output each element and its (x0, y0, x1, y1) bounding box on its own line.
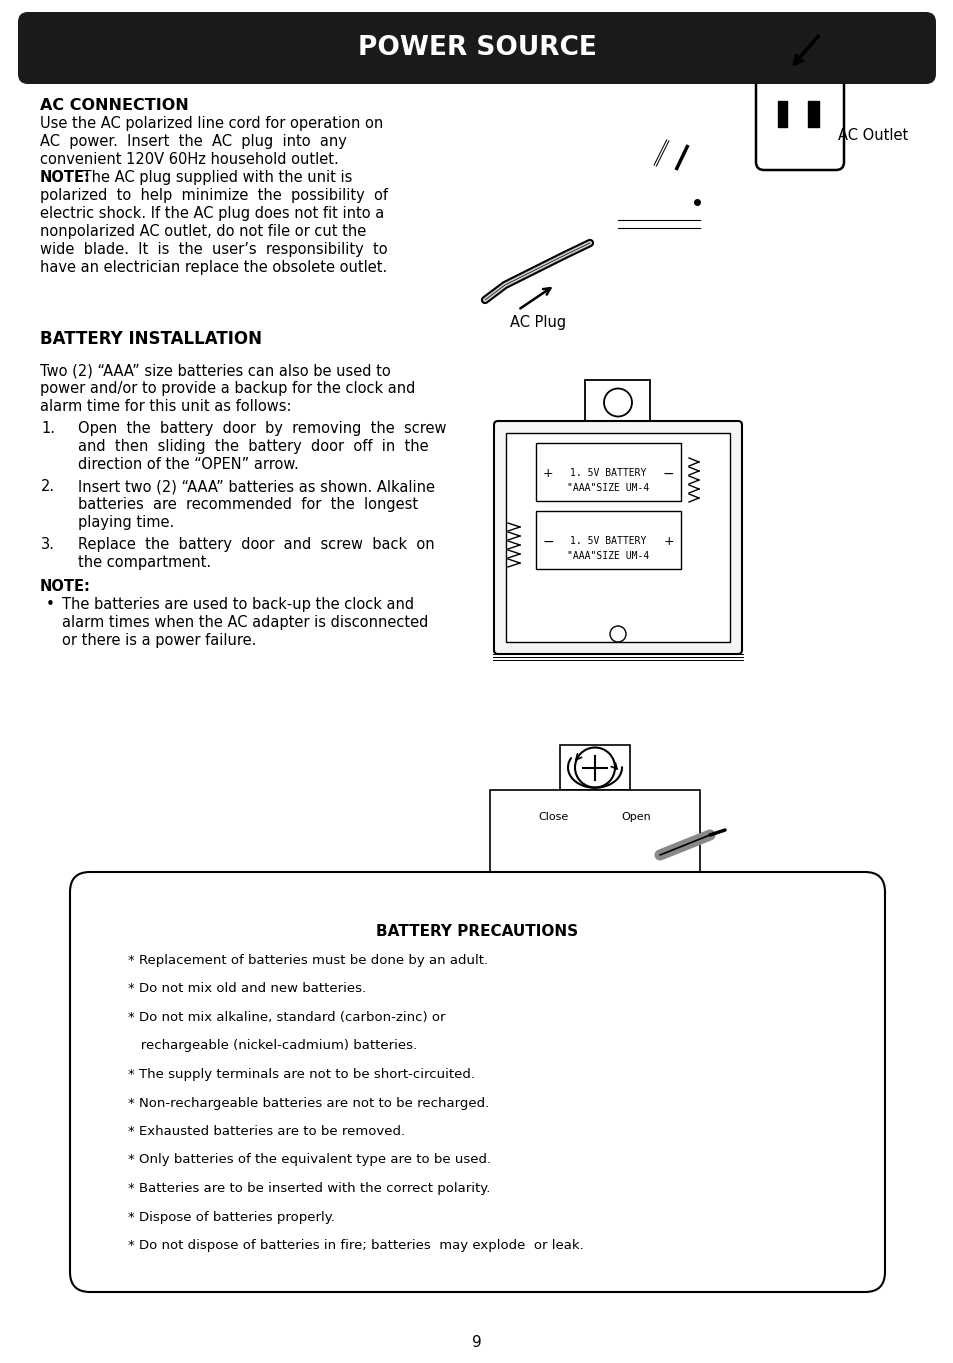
Text: The AC plug supplied with the unit is: The AC plug supplied with the unit is (78, 170, 352, 185)
Text: * The supply terminals are not to be short-circuited.: * The supply terminals are not to be sho… (128, 1069, 475, 1081)
Bar (807, 101, 818, 127)
Text: AC Plug: AC Plug (510, 315, 565, 330)
Text: −: − (661, 468, 673, 481)
Text: BATTERY INSTALLATION: BATTERY INSTALLATION (40, 330, 262, 348)
Text: "AAA"SIZE UM-4: "AAA"SIZE UM-4 (567, 551, 649, 562)
Text: batteries  are  recommended  for  the  longest: batteries are recommended for the longes… (78, 497, 417, 512)
FancyBboxPatch shape (18, 12, 935, 85)
Text: AC Outlet: AC Outlet (837, 128, 907, 143)
Text: or there is a power failure.: or there is a power failure. (62, 632, 256, 647)
Text: * Do not mix old and new batteries.: * Do not mix old and new batteries. (128, 983, 366, 995)
Text: Replace  the  battery  door  and  screw  back  on: Replace the battery door and screw back … (78, 537, 435, 552)
Text: •: • (46, 597, 55, 612)
Text: playing time.: playing time. (78, 515, 174, 530)
Bar (536, 443, 680, 502)
Text: The batteries are used to back-up the clock and: The batteries are used to back-up the cl… (62, 597, 414, 612)
Text: Two (2) “AAA” size batteries can also be used to: Two (2) “AAA” size batteries can also be… (40, 363, 391, 378)
Text: convenient 120V 60Hz household outlet.: convenient 120V 60Hz household outlet. (40, 153, 338, 168)
Text: * Do not mix alkaline, standard (carbon-zinc) or: * Do not mix alkaline, standard (carbon-… (128, 1011, 445, 1024)
Bar (505, 433, 729, 642)
Text: alarm time for this unit as follows:: alarm time for this unit as follows: (40, 399, 292, 414)
Text: have an electrician replace the obsolete outlet.: have an electrician replace the obsolete… (40, 260, 387, 275)
Text: Open: Open (620, 812, 650, 822)
Text: Open  the  battery  door  by  removing  the  screw: Open the battery door by removing the sc… (78, 421, 446, 436)
Text: AC  power.  Insert  the  AC  plug  into  any: AC power. Insert the AC plug into any (40, 134, 347, 149)
Circle shape (575, 747, 615, 788)
Circle shape (609, 626, 625, 642)
Text: the compartment.: the compartment. (78, 555, 211, 570)
Text: +: + (662, 536, 673, 548)
Text: 1. 5V BATTERY: 1. 5V BATTERY (570, 536, 646, 547)
Text: and  then  sliding  the  battery  door  off  in  the: and then sliding the battery door off in… (78, 439, 428, 454)
Bar (585, 380, 650, 425)
Text: −: − (542, 536, 554, 549)
Text: * Dispose of batteries properly.: * Dispose of batteries properly. (128, 1210, 335, 1224)
Text: alarm times when the AC adapter is disconnected: alarm times when the AC adapter is disco… (62, 615, 428, 630)
Bar (536, 511, 680, 568)
Text: BATTERY PRECAUTIONS: BATTERY PRECAUTIONS (376, 924, 578, 939)
FancyBboxPatch shape (490, 791, 700, 905)
FancyBboxPatch shape (70, 872, 884, 1292)
Text: * Exhausted batteries are to be removed.: * Exhausted batteries are to be removed. (128, 1124, 405, 1138)
Text: * Only batteries of the equivalent type are to be used.: * Only batteries of the equivalent type … (128, 1153, 491, 1167)
Text: nonpolarized AC outlet, do not file or cut the: nonpolarized AC outlet, do not file or c… (40, 224, 366, 239)
Text: +: + (542, 468, 553, 480)
Text: 3.: 3. (41, 537, 55, 552)
Text: "AAA"SIZE UM-4: "AAA"SIZE UM-4 (567, 483, 649, 493)
Text: 1. 5V BATTERY: 1. 5V BATTERY (570, 468, 646, 478)
Text: AC CONNECTION: AC CONNECTION (40, 98, 189, 113)
Text: * Do not dispose of batteries in fire; batteries  may explode  or leak.: * Do not dispose of batteries in fire; b… (128, 1239, 583, 1253)
Text: NOTE:: NOTE: (40, 579, 91, 594)
Text: rechargeable (nickel-cadmium) batteries.: rechargeable (nickel-cadmium) batteries. (128, 1040, 416, 1052)
Text: electric shock. If the AC plug does not fit into a: electric shock. If the AC plug does not … (40, 206, 384, 221)
FancyBboxPatch shape (755, 65, 843, 170)
Text: * Non-rechargeable batteries are not to be recharged.: * Non-rechargeable batteries are not to … (128, 1096, 489, 1109)
Text: * Batteries are to be inserted with the correct polarity.: * Batteries are to be inserted with the … (128, 1182, 490, 1195)
Text: * Replacement of batteries must be done by an adult.: * Replacement of batteries must be done … (128, 954, 488, 966)
Text: direction of the “OPEN” arrow.: direction of the “OPEN” arrow. (78, 457, 298, 472)
FancyBboxPatch shape (494, 421, 741, 654)
Text: wide  blade.  It  is  the  user’s  responsibility  to: wide blade. It is the user’s responsibil… (40, 243, 387, 258)
Text: POWER SOURCE: POWER SOURCE (357, 35, 596, 61)
Circle shape (603, 388, 631, 417)
Bar (559, 746, 629, 791)
Text: NOTE:: NOTE: (40, 170, 91, 185)
Text: 1.: 1. (41, 421, 55, 436)
Polygon shape (595, 1111, 709, 1198)
Bar (778, 101, 786, 127)
Text: Insert two (2) “AAA” batteries as shown. Alkaline: Insert two (2) “AAA” batteries as shown.… (78, 478, 435, 493)
Text: 9: 9 (472, 1334, 481, 1349)
Text: Close: Close (538, 812, 568, 822)
Text: polarized  to  help  minimize  the  possibility  of: polarized to help minimize the possibili… (40, 188, 388, 203)
Text: power and/or to provide a backup for the clock and: power and/or to provide a backup for the… (40, 382, 415, 397)
Text: Use the AC polarized line cord for operation on: Use the AC polarized line cord for opera… (40, 116, 383, 131)
Text: 2.: 2. (41, 478, 55, 493)
